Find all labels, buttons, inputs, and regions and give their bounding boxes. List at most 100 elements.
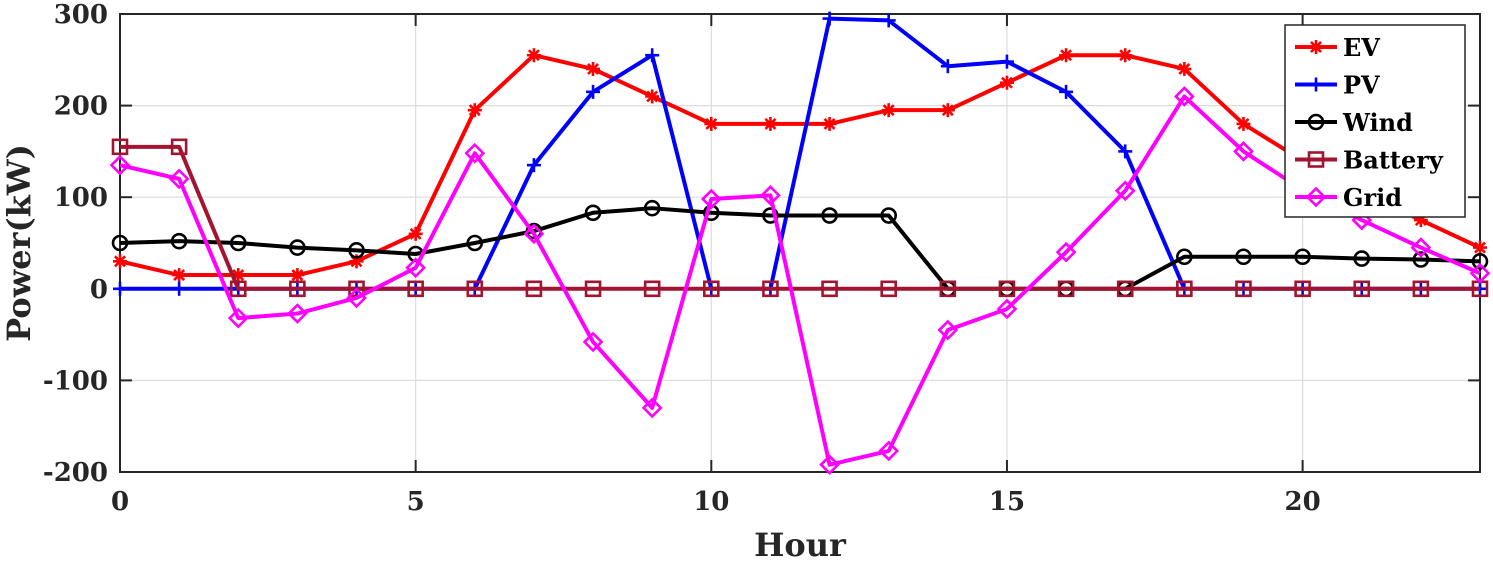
data-point-grid [287, 303, 308, 324]
data-point-wind [643, 199, 661, 217]
data-point-ev [408, 226, 423, 241]
data-point-wind [880, 207, 897, 224]
data-point-pv [940, 59, 955, 74]
data-point-battery [998, 280, 1016, 298]
data-point-wind [1176, 248, 1193, 266]
data-point-grid [760, 185, 781, 206]
legend-item-pv: PV [1295, 71, 1380, 100]
data-point-battery [584, 280, 602, 298]
data-point-battery [1176, 280, 1193, 298]
data-point-battery [880, 280, 897, 298]
y-axis-label: Power(kW) [0, 144, 38, 342]
data-point-grid [109, 154, 131, 176]
x-tick-label: 10 [693, 487, 729, 517]
data-point-pv [113, 281, 127, 296]
data-point-grid [641, 397, 663, 419]
data-point-wind [229, 234, 247, 252]
data-point-battery [1412, 280, 1430, 298]
data-point-battery [1235, 280, 1252, 298]
series-line-grid [119, 94, 1481, 467]
data-point-grid [227, 307, 249, 329]
data-point-pv [526, 158, 541, 173]
data-point-grid [1469, 262, 1491, 284]
data-point-wind [466, 234, 484, 252]
data-point-battery [1116, 280, 1134, 298]
data-point-grid [523, 223, 545, 245]
data-point-battery [1294, 280, 1311, 298]
legend-label-wind: Wind [1342, 108, 1413, 137]
data-point-battery [170, 138, 188, 156]
y-tick-label: -100 [43, 366, 108, 396]
data-point-ev [645, 89, 660, 104]
data-point-grid [1233, 141, 1254, 162]
data-point-grid [346, 287, 367, 309]
data-point-ev [1059, 48, 1074, 63]
series-group [109, 11, 1491, 476]
data-point-pv [822, 11, 837, 26]
data-point-grid [700, 188, 722, 210]
data-point-ev [881, 103, 896, 118]
data-point-grid [582, 331, 604, 353]
data-point-ev [1177, 61, 1192, 76]
legend-item-ev: EV [1295, 33, 1380, 62]
data-point-wind [111, 234, 129, 252]
data-point-battery [821, 280, 838, 298]
data-point-ev [467, 103, 482, 118]
data-point-grid [819, 454, 840, 476]
data-point-wind [1353, 250, 1371, 267]
data-point-battery [762, 280, 779, 298]
data-point-wind [170, 232, 188, 250]
data-point-battery [643, 280, 661, 298]
data-point-wind [1235, 248, 1252, 266]
data-point-wind [1412, 251, 1430, 268]
legend-label-battery: Battery [1343, 146, 1444, 175]
x-tick-label: 15 [989, 487, 1025, 517]
series-line-ev [119, 53, 1481, 278]
legend-marker-battery [1307, 151, 1325, 168]
data-point-battery [407, 280, 424, 298]
data-point-ev [763, 116, 778, 131]
data-point-ev [940, 103, 955, 118]
data-point-wind [584, 204, 602, 222]
data-point-ev [1118, 48, 1133, 63]
series-battery [111, 138, 1489, 298]
data-point-battery [703, 280, 720, 298]
x-tick-label: 5 [407, 487, 425, 517]
data-point-pv [881, 13, 896, 28]
data-point-battery [229, 280, 247, 298]
data-point-wind [762, 207, 779, 224]
data-point-ev [999, 75, 1014, 90]
y-tick-label: -200 [43, 458, 108, 488]
data-point-wind [821, 207, 838, 224]
data-point-wind [1294, 248, 1311, 266]
data-point-wind [1471, 253, 1489, 270]
legend-item-battery: Battery [1295, 146, 1444, 175]
data-point-grid [168, 168, 190, 190]
data-point-ev [1236, 116, 1251, 131]
data-point-grid [405, 257, 426, 279]
series-grid [109, 86, 1491, 476]
data-point-ev [113, 254, 127, 269]
data-point-battery [466, 280, 484, 298]
legend: EV PV Wind Battery Grid [1284, 24, 1466, 218]
legend-label-grid: Grid [1343, 183, 1402, 212]
data-point-ev [526, 48, 541, 63]
data-point-battery [1353, 280, 1371, 298]
data-point-ev [1473, 240, 1487, 255]
data-point-grid [1410, 237, 1432, 258]
series-line-battery [120, 144, 1480, 291]
data-point-grid [996, 298, 1018, 320]
data-point-grid [1114, 180, 1136, 202]
data-point-pv [586, 84, 601, 99]
x-axis-label: Hour [754, 526, 847, 564]
y-tick-label: 0 [90, 275, 108, 305]
data-point-battery [111, 138, 129, 156]
series-line-wind [119, 206, 1481, 291]
data-point-ev [586, 61, 601, 76]
data-point-ev [704, 116, 719, 131]
y-axis: -200 -100 0 100 200 300 [43, 0, 1480, 488]
legend-label-ev: EV [1343, 33, 1380, 62]
data-point-grid [1174, 86, 1195, 107]
